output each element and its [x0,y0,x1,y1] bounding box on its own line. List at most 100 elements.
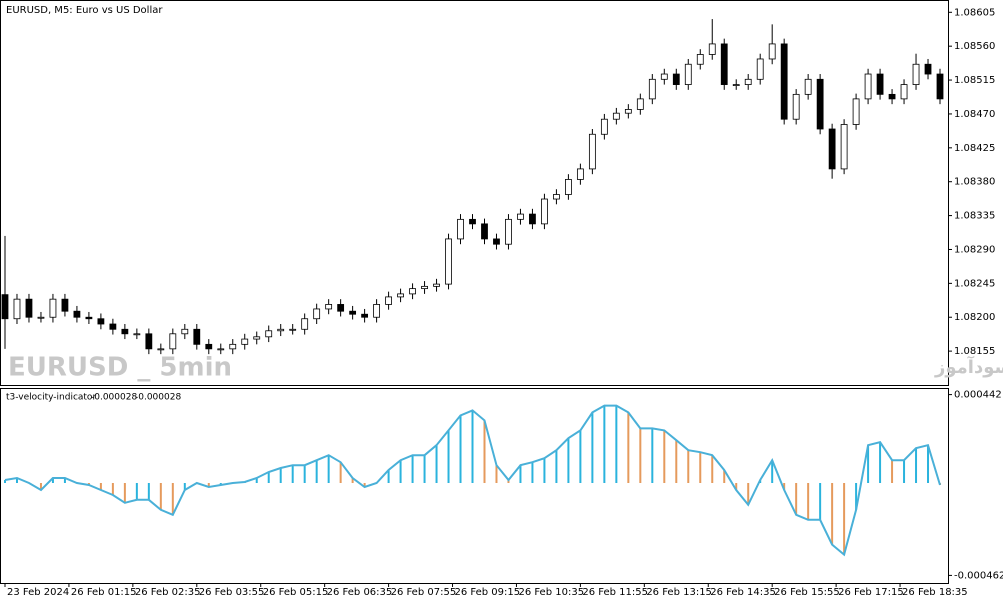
candle-body [672,73,680,85]
candle-body [541,198,548,225]
candle-body [720,43,728,85]
x-tick-label: 26 Feb 13:15 [646,587,712,598]
candle-body [624,109,632,114]
candle-body [37,316,45,319]
site-text: انتشار در سایت سودآموز [934,355,1003,378]
x-tick-label: 26 Feb 06:35 [327,587,393,598]
y-tick-label: 1.08200 [954,312,995,323]
y-tick-label: 1.08515 [954,75,995,86]
candle-body [804,78,812,95]
candle-body [469,218,476,225]
candle-body [121,328,129,335]
candle-body [385,296,392,305]
x-tick-label: 26 Feb 01:15 [71,587,137,598]
indicator-name: t3-velocity-indicator [6,393,96,403]
candle-body [145,333,153,350]
x-tick-label: 26 Feb 05:15 [263,587,329,598]
candle-body [828,128,836,170]
watermark: EURUSD _ 5min [8,353,232,383]
candle-body [325,304,333,310]
candle-body [493,238,500,245]
candle-body [181,328,189,335]
x-tick-label: 26 Feb 02:35 [135,587,201,598]
candle-body [373,304,381,318]
candle-body [73,310,81,318]
candle-body [229,343,237,350]
candle-body [313,308,321,320]
y-tick-label: 1.08605 [954,7,995,18]
candle-body [529,213,536,225]
candle-body [49,298,57,318]
candle-body [876,73,884,95]
candle-body [864,73,872,100]
chart-title: EURUSD, M5: Euro vs US Dollar [6,5,163,16]
candle-body [696,54,704,65]
candle-body [816,78,824,130]
candle-body [217,348,225,351]
candle-body [421,285,428,290]
indicator-pane [0,388,949,584]
x-tick-label: 26 Feb 07:55 [391,587,457,598]
candle-body [289,328,297,331]
candle-body [553,194,560,200]
candle-body [780,43,788,120]
y-tick-label: 1.08380 [954,177,995,188]
candle-body [505,218,512,245]
candle-body [517,213,524,220]
candle-body [445,238,452,285]
candle-body [732,84,740,86]
x-tick-label: 23 Feb 2024 [7,587,69,598]
indicator-value: -0.000028 [135,393,181,403]
candle-body [277,328,285,332]
candle-body [61,298,69,312]
candle-body [409,288,416,295]
y-tick-label: 1.08425 [954,143,995,154]
candle-body [600,118,608,135]
candle-body [133,333,141,336]
y-tick-label: 1.08245 [954,278,995,289]
candle-body [684,63,692,85]
x-tick-label: 26 Feb 11:55 [582,587,648,598]
main-pane [0,0,949,386]
candle-body [936,73,944,100]
candle-body [588,133,596,170]
x-tick-label: 26 Feb 14:35 [710,587,776,598]
candle-body [157,348,165,351]
candle-body [852,98,860,125]
y-tick-label: 0.000442 [954,390,1002,401]
candle-body [756,58,764,80]
candle-body [265,330,273,338]
candle-body [636,98,644,110]
candle-body [576,168,584,180]
indicator-value: -0.000028 [91,393,137,403]
x-tick-label: 26 Feb 03:55 [199,587,265,598]
candle-body [768,43,776,60]
candle-body [433,283,440,287]
y-tick-label: 1.08155 [954,346,995,357]
candle-body [25,298,33,318]
candle-body [85,316,93,320]
candle-body [1,294,9,320]
candle-body [888,93,896,100]
y-tick-label: 1.08335 [954,211,995,222]
x-tick-label: 26 Feb 09:15 [455,587,521,598]
candle-body [361,313,369,318]
candle-body [337,304,345,312]
candle-body [205,343,213,350]
candle-body [565,179,572,195]
candle-body [708,43,716,55]
candle-body [457,218,464,240]
candle-body [253,336,261,340]
candle-body [193,328,201,345]
candle-body [13,298,21,320]
candle-body [792,93,800,120]
candle-body [840,124,848,170]
candle-body [109,323,117,330]
candle-body [169,333,177,350]
candle-body [900,84,908,100]
candle-body [349,310,357,315]
candle-body [648,78,656,100]
y-tick-label: -0.000462 [954,570,1003,581]
